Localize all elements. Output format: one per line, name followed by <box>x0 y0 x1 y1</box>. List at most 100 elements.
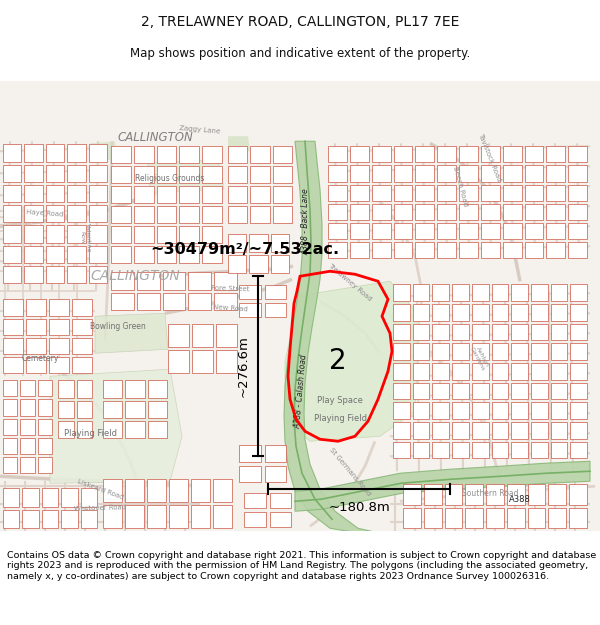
Bar <box>157 166 176 183</box>
Bar <box>569 508 587 528</box>
Bar <box>22 488 39 507</box>
Bar <box>413 324 430 340</box>
Bar <box>437 184 456 201</box>
Bar <box>77 380 92 398</box>
Text: ~180.8m: ~180.8m <box>328 501 390 514</box>
Bar <box>452 363 469 379</box>
Bar <box>413 284 430 301</box>
Bar <box>415 166 434 182</box>
Bar <box>89 246 107 263</box>
Bar <box>103 401 122 418</box>
Bar <box>3 185 22 202</box>
Bar <box>548 508 566 528</box>
Bar <box>3 380 17 396</box>
Bar <box>72 319 92 335</box>
Bar <box>134 186 154 203</box>
Bar <box>89 226 107 242</box>
Bar <box>531 324 548 340</box>
Bar <box>148 421 167 438</box>
Bar <box>111 292 134 310</box>
Bar <box>147 479 166 502</box>
Bar <box>503 184 521 201</box>
Polygon shape <box>284 141 380 533</box>
Bar <box>25 246 43 263</box>
Bar <box>413 382 430 399</box>
Bar <box>265 303 286 318</box>
Bar <box>511 422 528 439</box>
Bar <box>547 166 565 182</box>
Bar <box>72 299 92 316</box>
Bar <box>134 166 154 183</box>
Bar <box>3 164 22 182</box>
Bar <box>437 204 456 220</box>
Bar <box>491 442 508 458</box>
Bar <box>548 484 566 505</box>
Text: Liskeard Road: Liskeard Road <box>76 478 124 500</box>
Bar <box>570 402 587 419</box>
Bar <box>433 382 449 399</box>
Bar <box>403 508 421 528</box>
Bar <box>415 146 434 162</box>
Bar <box>568 223 587 239</box>
Bar <box>433 402 449 419</box>
Bar <box>89 185 107 202</box>
Bar <box>58 401 74 418</box>
Text: Religious Grounds: Religious Grounds <box>136 174 205 183</box>
Bar <box>3 357 23 373</box>
Bar <box>25 144 43 161</box>
Bar <box>163 292 185 310</box>
Bar <box>157 186 176 203</box>
Bar <box>269 512 291 528</box>
Bar <box>134 206 154 223</box>
Bar <box>46 164 64 182</box>
Bar <box>511 363 528 379</box>
Bar <box>452 343 469 360</box>
Bar <box>511 402 528 419</box>
Bar <box>239 466 260 482</box>
Bar <box>459 166 478 182</box>
Bar <box>125 505 144 528</box>
Bar <box>38 419 52 435</box>
Bar <box>433 324 449 340</box>
Bar <box>491 382 508 399</box>
Text: A388: A388 <box>509 495 531 504</box>
Bar <box>570 343 587 360</box>
Bar <box>89 164 107 182</box>
Bar <box>188 272 211 290</box>
Bar <box>570 284 587 301</box>
Text: Play Space: Play Space <box>317 396 363 405</box>
Bar <box>481 166 500 182</box>
Bar <box>61 488 77 507</box>
Bar <box>250 186 269 203</box>
Bar <box>49 357 69 373</box>
Bar <box>503 166 521 182</box>
Bar <box>26 338 46 354</box>
Bar <box>25 266 43 283</box>
Text: A388 - Calash Road: A388 - Calash Road <box>293 354 309 429</box>
Bar <box>67 144 86 161</box>
Bar <box>89 144 107 161</box>
Bar <box>250 255 268 273</box>
Bar <box>452 442 469 458</box>
Bar <box>394 242 412 258</box>
Bar <box>452 422 469 439</box>
Bar <box>503 242 521 258</box>
Bar <box>42 510 58 528</box>
Bar <box>111 206 131 223</box>
Bar <box>216 324 237 348</box>
Bar <box>415 204 434 220</box>
Bar <box>413 343 430 360</box>
Bar <box>507 484 524 505</box>
Bar <box>244 512 265 528</box>
Bar <box>202 246 222 263</box>
Bar <box>269 493 291 508</box>
Bar <box>433 442 449 458</box>
Bar <box>67 266 86 283</box>
Bar <box>415 184 434 201</box>
Bar <box>394 223 412 239</box>
Bar <box>481 204 500 220</box>
Bar <box>472 324 488 340</box>
Bar <box>394 146 412 162</box>
Bar <box>228 186 247 203</box>
Bar <box>551 402 568 419</box>
